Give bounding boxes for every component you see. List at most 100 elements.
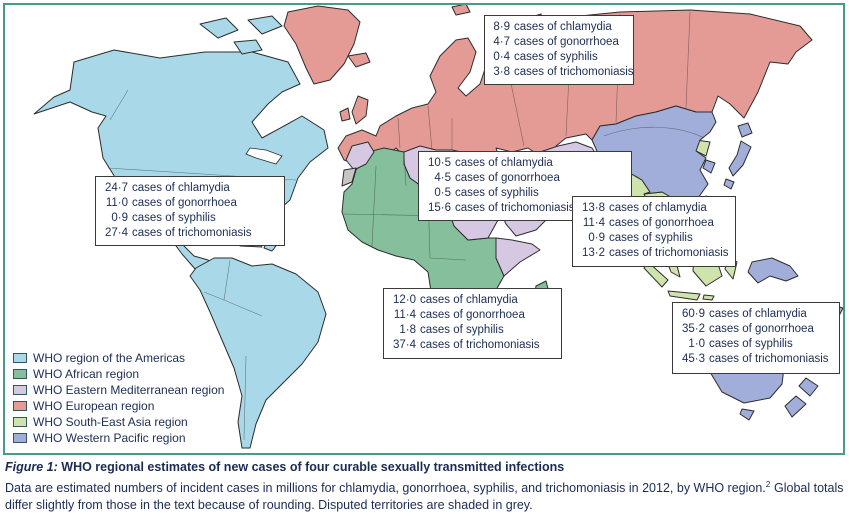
case-label: cases of trichomoniasis — [514, 66, 634, 78]
case-value: 13·8 — [581, 202, 605, 214]
case-label: cases of gonorrhoea — [455, 172, 560, 184]
caption-body: Data are estimated numbers of incident c… — [5, 476, 845, 514]
annotation-line: 37·4 cases of trichomoniasis — [392, 338, 553, 353]
case-label: cases of gonorrhoea — [514, 36, 619, 48]
case-label: cases of syphilis — [420, 324, 504, 336]
legend-label: WHO Eastern Mediterranean region — [33, 383, 225, 397]
annotation-line: 11·0 cases of gonorrhoea — [104, 196, 276, 211]
figure-number-label: Figure 1: — [5, 460, 58, 474]
legend-item-african: WHO African region — [13, 366, 224, 382]
case-value: 35·2 — [681, 323, 705, 335]
annotation-line: 13·8 cases of chlamydia — [581, 201, 727, 216]
annotation-line: 0·9 cases of syphilis — [104, 211, 276, 226]
case-value: 11·4 — [582, 217, 605, 229]
annotation-line: 4·7 cases of gonorrhoea — [493, 35, 625, 50]
case-value: 12·0 — [392, 294, 416, 306]
legend-label: WHO European region — [33, 399, 155, 413]
annotation-box-african: 12·0 cases of chlamydia 11·4 cases of gono… — [383, 288, 562, 359]
legend-label: WHO region of the Americas — [33, 351, 186, 365]
case-label: cases of gonorrhoea — [132, 197, 237, 209]
case-label: cases of trichomoniasis — [420, 339, 540, 351]
case-value: 11·4 — [393, 309, 416, 321]
legend-swatch-african — [13, 369, 27, 379]
case-label: cases of trichomoniasis — [609, 247, 729, 259]
legend: WHO region of the Americas WHO African r… — [13, 350, 224, 446]
case-label: cases of gonorrhoea — [420, 309, 525, 321]
annotation-box-european: 8·9 cases of chlamydia 4·7 cases of gonorr… — [484, 15, 634, 85]
annotation-line: 60·9 cases of chlamydia — [681, 307, 831, 322]
landmass-somalia-horn — [495, 237, 541, 277]
annotation-box-americas: 24·7 cases of chlamydia 11·0 cases of gono… — [95, 176, 285, 246]
annotation-line: 11·4 cases of gonorrhoea — [581, 216, 727, 231]
reference-superscript: 2 — [765, 479, 771, 489]
case-label: cases of chlamydia — [420, 294, 518, 306]
case-label: cases of syphilis — [609, 232, 693, 244]
legend-item-western-pacific: WHO Western Pacific region — [13, 430, 224, 446]
landmass-western-sahara-disputed — [341, 167, 357, 187]
landmass-british-isles — [339, 95, 369, 125]
legend-swatch-americas — [13, 353, 27, 363]
landmass-arctic-islands — [199, 15, 283, 55]
case-value: 0·4 — [493, 51, 510, 63]
case-label: cases of chlamydia — [455, 157, 553, 169]
annotation-line: 10·5 cases of chlamydia — [427, 156, 623, 171]
legend-swatch-western-pacific — [13, 433, 27, 443]
legend-label: WHO Western Pacific region — [33, 431, 186, 445]
case-value: 0·5 — [434, 187, 451, 199]
landmass-south-korea — [702, 159, 716, 174]
case-label: cases of chlamydia — [609, 202, 707, 214]
legend-item-european: WHO European region — [13, 398, 224, 414]
landmass-greenland — [283, 5, 361, 85]
annotation-line: 8·9 cases of chlamydia — [493, 20, 625, 35]
annotation-line: 1·8 cases of syphilis — [392, 323, 553, 338]
legend-swatch-south-east-asia — [13, 417, 27, 427]
case-label: cases of syphilis — [514, 51, 598, 63]
caption-title: Figure 1: WHO regional estimates of new … — [5, 459, 845, 476]
legend-swatch-eastern-mediterranean — [13, 385, 27, 395]
annotation-line: 4·5 cases of gonorrhoea — [427, 171, 623, 186]
annotation-line: 12·0 cases of chlamydia — [392, 293, 553, 308]
case-value: 4·7 — [493, 36, 510, 48]
case-label: cases of chlamydia — [514, 21, 612, 33]
annotation-line: 0·9 cases of syphilis — [581, 231, 727, 246]
annotation-line: 11·4 cases of gonorrhoea — [392, 308, 553, 323]
legend-swatch-european — [13, 401, 27, 411]
annotation-box-western-pacific: 60·9 cases of chlamydia 35·2 cases of gono… — [672, 302, 840, 374]
case-label: cases of chlamydia — [132, 182, 230, 194]
case-value: 24·7 — [104, 182, 128, 194]
case-value: 37·4 — [392, 339, 416, 351]
annotation-line: 27·4 cases of trichomoniasis — [104, 226, 276, 241]
case-value: 11·0 — [105, 197, 128, 209]
annotation-line: 35·2 cases of gonorrhoea — [681, 322, 831, 337]
annotation-line: 45·3 cases of trichomoniasis — [681, 352, 831, 367]
case-value: 1·8 — [399, 324, 416, 336]
case-label: cases of syphilis — [709, 338, 793, 350]
case-label: cases of gonorrhoea — [709, 323, 814, 335]
landmass-new-zealand — [784, 377, 819, 418]
case-value: 0·9 — [111, 212, 128, 224]
case-label: cases of trichomoniasis — [709, 353, 829, 365]
case-value: 0·9 — [588, 232, 605, 244]
case-label: cases of syphilis — [132, 212, 216, 224]
case-value: 15·6 — [427, 202, 451, 214]
caption-body-text-2: Global totals differ slightly from those… — [5, 481, 844, 513]
case-value: 8·9 — [493, 21, 510, 33]
case-value: 3·8 — [493, 66, 510, 78]
annotation-line: 1·0 cases of syphilis — [681, 337, 831, 352]
case-value: 60·9 — [681, 308, 705, 320]
caption-body-text: Data are estimated numbers of incident c… — [5, 481, 766, 496]
landmass-iceland — [347, 52, 371, 68]
annotation-box-south-east-asia: 13·8 cases of chlamydia 11·4 cases of gono… — [572, 196, 736, 267]
landmass-new-guinea — [747, 257, 799, 284]
figure-caption: Figure 1: WHO regional estimates of new … — [5, 459, 845, 514]
case-value: 4·5 — [434, 172, 451, 184]
annotation-line: 24·7 cases of chlamydia — [104, 181, 276, 196]
annotation-line: 15·6 cases of trichomoniasis — [427, 201, 623, 216]
case-label: cases of gonorrhoea — [609, 217, 714, 229]
case-value: 10·5 — [427, 157, 451, 169]
case-value: 1·0 — [688, 338, 705, 350]
case-label: cases of trichomoniasis — [455, 202, 575, 214]
case-value: 13·2 — [581, 247, 605, 259]
landmass-morocco — [345, 141, 375, 171]
